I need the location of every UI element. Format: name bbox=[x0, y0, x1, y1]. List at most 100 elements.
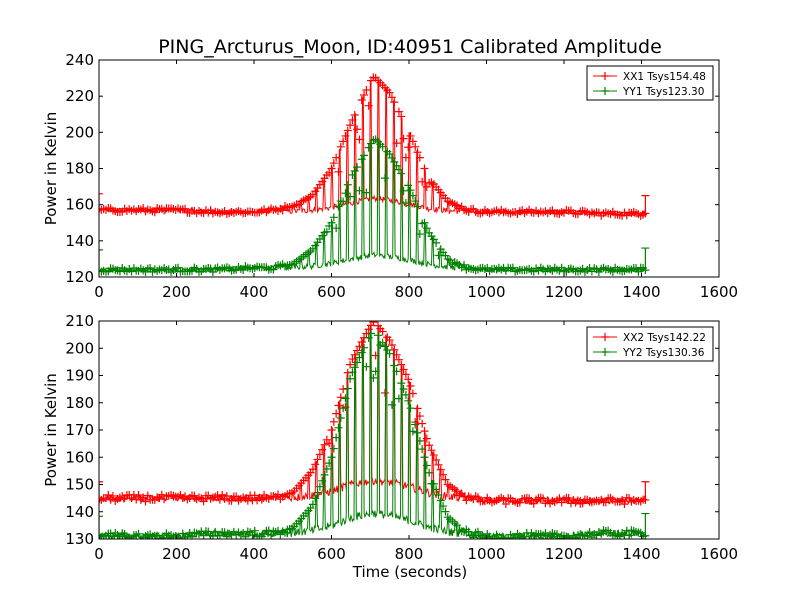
data-point bbox=[399, 365, 408, 374]
data-point bbox=[355, 186, 364, 195]
data-point bbox=[434, 251, 443, 260]
data-point bbox=[343, 180, 352, 189]
data-point bbox=[525, 535, 534, 539]
data-point bbox=[380, 388, 389, 397]
data-point bbox=[418, 445, 427, 454]
data-point bbox=[439, 502, 448, 511]
data-point bbox=[353, 125, 362, 134]
data-point bbox=[369, 373, 378, 382]
data-point bbox=[362, 86, 371, 95]
data-point bbox=[329, 444, 338, 453]
data-point bbox=[232, 492, 241, 501]
data-point bbox=[362, 188, 371, 197]
data-point bbox=[329, 213, 338, 222]
data-point bbox=[222, 492, 231, 501]
data-point bbox=[408, 191, 417, 200]
x-tick-label: 200 bbox=[162, 283, 191, 301]
data-point bbox=[401, 198, 410, 207]
data-point bbox=[313, 488, 322, 497]
data-point bbox=[439, 470, 448, 479]
data-point bbox=[432, 485, 441, 494]
data-point bbox=[462, 496, 471, 505]
data-point bbox=[360, 151, 369, 160]
data-point bbox=[441, 507, 450, 516]
data-point bbox=[353, 346, 362, 355]
data-point bbox=[322, 227, 331, 236]
data-point bbox=[415, 436, 424, 445]
series-markers bbox=[99, 329, 650, 539]
data-point bbox=[274, 490, 283, 499]
x-tick-label: 800 bbox=[395, 545, 424, 563]
data-point bbox=[641, 512, 650, 534]
data-point bbox=[353, 163, 362, 172]
x-tick-label: 0 bbox=[94, 283, 104, 301]
data-point bbox=[408, 427, 417, 436]
data-point bbox=[350, 350, 359, 359]
data-point bbox=[220, 528, 229, 537]
data-point bbox=[641, 481, 650, 499]
data-point bbox=[199, 531, 208, 539]
data-point bbox=[397, 169, 406, 178]
data-point bbox=[499, 495, 508, 504]
data-point bbox=[346, 360, 355, 369]
data-point bbox=[422, 461, 431, 470]
data-point bbox=[350, 363, 359, 372]
data-point bbox=[357, 338, 366, 347]
legend-marker bbox=[601, 333, 609, 341]
data-point bbox=[336, 414, 345, 423]
series-xx1 bbox=[99, 73, 650, 220]
data-point bbox=[406, 131, 415, 140]
data-point bbox=[425, 468, 434, 477]
x-tick-label: 1600 bbox=[700, 545, 738, 563]
y-tick-label: 140 bbox=[65, 232, 94, 250]
data-point bbox=[346, 121, 355, 130]
data-point bbox=[199, 497, 208, 506]
data-point bbox=[336, 393, 345, 402]
data-point bbox=[394, 394, 403, 403]
data-point bbox=[99, 193, 103, 211]
data-point bbox=[378, 327, 387, 336]
data-point bbox=[408, 137, 417, 146]
data-point bbox=[390, 361, 399, 370]
data-point bbox=[332, 153, 341, 162]
data-point bbox=[355, 135, 364, 144]
panel-1: 0 200 400 600 800 1000 1200 1400 1600 120 140 160 18… bbox=[42, 51, 738, 301]
legend-marker bbox=[601, 72, 609, 80]
data-point bbox=[278, 206, 287, 215]
data-point bbox=[334, 423, 343, 432]
data-point bbox=[339, 197, 348, 206]
series-xx2 bbox=[99, 321, 650, 509]
data-point bbox=[397, 112, 406, 121]
data-point bbox=[332, 224, 341, 233]
data-point bbox=[315, 482, 324, 491]
data-point bbox=[401, 390, 410, 399]
data-point bbox=[341, 394, 350, 403]
data-point bbox=[473, 493, 482, 502]
data-point bbox=[529, 499, 538, 508]
data-point bbox=[385, 336, 394, 345]
data-point bbox=[392, 139, 401, 148]
y-tick-label: 160 bbox=[65, 448, 94, 466]
data-point bbox=[411, 420, 420, 429]
data-point bbox=[453, 521, 462, 530]
data-point bbox=[108, 491, 117, 500]
data-point bbox=[413, 148, 422, 157]
data-point bbox=[413, 202, 422, 211]
y-axis-label: Power in Kelvin bbox=[42, 373, 60, 487]
data-point bbox=[350, 110, 359, 119]
data-point bbox=[601, 498, 610, 507]
data-point bbox=[334, 401, 343, 410]
data-point bbox=[369, 321, 378, 327]
x-tick-label: 1000 bbox=[467, 545, 505, 563]
y-tick-label: 190 bbox=[65, 367, 94, 385]
data-point bbox=[415, 230, 424, 239]
panel-2: 0 200 400 600 800 1000 1200 1400 1600 130 140 150 16… bbox=[42, 312, 738, 563]
series-markers bbox=[99, 321, 650, 509]
data-point bbox=[387, 340, 396, 349]
data-point bbox=[390, 98, 399, 107]
data-point bbox=[264, 526, 273, 535]
data-point bbox=[134, 491, 143, 500]
data-point bbox=[401, 370, 410, 379]
